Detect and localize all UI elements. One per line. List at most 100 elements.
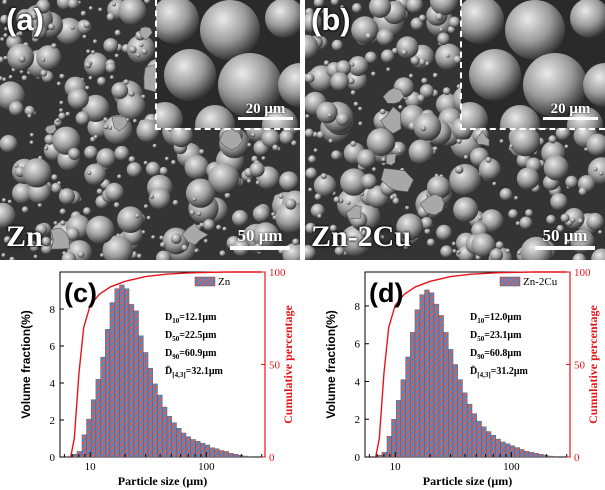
particle (123, 79, 129, 85)
histogram-bar (105, 329, 111, 458)
histogram-bar (424, 289, 430, 458)
particle (103, 124, 109, 130)
y-axis-label: Volume fraction(%) (19, 310, 33, 418)
sem-image-zn: 20 μm (a) Zn 50 μm (0, 0, 300, 260)
particle (8, 101, 24, 116)
particle (84, 145, 98, 160)
y-axis-label: Volume fraction(%) (324, 310, 338, 418)
particle (586, 212, 604, 231)
particle (556, 224, 564, 233)
particle (136, 253, 142, 259)
particle (396, 36, 419, 59)
particle (451, 241, 456, 246)
particle (44, 134, 55, 145)
y2-tick-label: 100 (269, 267, 286, 279)
stat-line: D̄[4,3]=31.2μm (470, 365, 529, 379)
particle (249, 161, 265, 177)
particle (489, 248, 504, 260)
particle (52, 126, 81, 155)
particle (305, 222, 317, 234)
particle (324, 11, 329, 16)
particle (199, 149, 205, 155)
inset-frame (155, 0, 300, 130)
particle (155, 250, 172, 260)
particle (2, 0, 8, 5)
particle (305, 12, 322, 33)
particle (67, 0, 79, 9)
histogram-bar (228, 453, 234, 458)
stat-line: D90=60.8μm (470, 348, 522, 361)
particle (216, 224, 222, 230)
particle (408, 139, 434, 165)
histogram-bar (523, 451, 530, 458)
histogram-bar (376, 454, 383, 458)
particle (442, 87, 451, 95)
particle (453, 197, 479, 223)
y2-tick-label: 50 (574, 360, 586, 372)
particle (219, 250, 226, 257)
particle (88, 6, 93, 11)
y-tick-label: 6 (355, 339, 361, 351)
particle (0, 56, 4, 63)
particle (432, 72, 438, 78)
particle (546, 214, 556, 225)
particle (44, 146, 49, 151)
particle (599, 171, 604, 176)
particle (105, 182, 124, 202)
particle (334, 246, 345, 256)
histogram-bar (476, 420, 482, 458)
particle (361, 173, 377, 190)
particle (102, 235, 133, 260)
particle (196, 211, 202, 217)
particle (333, 196, 341, 203)
particle (82, 34, 87, 39)
particle (593, 167, 598, 172)
particle (418, 14, 426, 22)
particle (114, 29, 121, 36)
particle (331, 39, 343, 51)
stat-line: D10=12.1μm (165, 312, 217, 325)
particle (305, 114, 310, 119)
y2-tick-label: 50 (269, 360, 281, 372)
particle (317, 213, 322, 219)
y2-tick-label: 100 (574, 267, 591, 279)
particle (453, 55, 462, 64)
particle (128, 156, 136, 163)
particle (308, 155, 316, 164)
particle (86, 215, 115, 244)
particle (144, 0, 151, 4)
particle (103, 38, 119, 53)
histogram-bar (166, 416, 172, 458)
histogram-bar (76, 451, 83, 458)
particle (139, 43, 144, 48)
particle (141, 94, 146, 99)
particle (419, 84, 434, 99)
particle (159, 166, 168, 176)
particle (41, 243, 53, 255)
particle (420, 217, 433, 230)
particle (404, 242, 409, 247)
particle (331, 150, 341, 161)
particle (8, 75, 13, 79)
panel-letter-a: (a) (6, 2, 44, 37)
stat-line: D90=60.9μm (165, 348, 217, 361)
histogram-bar (457, 379, 463, 458)
particle (261, 129, 280, 148)
histogram-bar (467, 403, 473, 458)
particle (508, 209, 518, 219)
inset-frame (460, 0, 605, 130)
particle (272, 144, 279, 151)
particle (184, 155, 209, 180)
histogram-bar (242, 455, 248, 458)
histogram-bar (471, 413, 477, 458)
particle (396, 213, 424, 241)
particle (410, 56, 420, 66)
particle (440, 245, 453, 258)
histogram-bar (547, 455, 553, 458)
particle (3, 33, 8, 38)
particle (98, 7, 103, 12)
particle (495, 241, 504, 250)
histogram-bar (204, 444, 210, 458)
particle (110, 75, 114, 80)
histogram-bar (538, 453, 544, 458)
